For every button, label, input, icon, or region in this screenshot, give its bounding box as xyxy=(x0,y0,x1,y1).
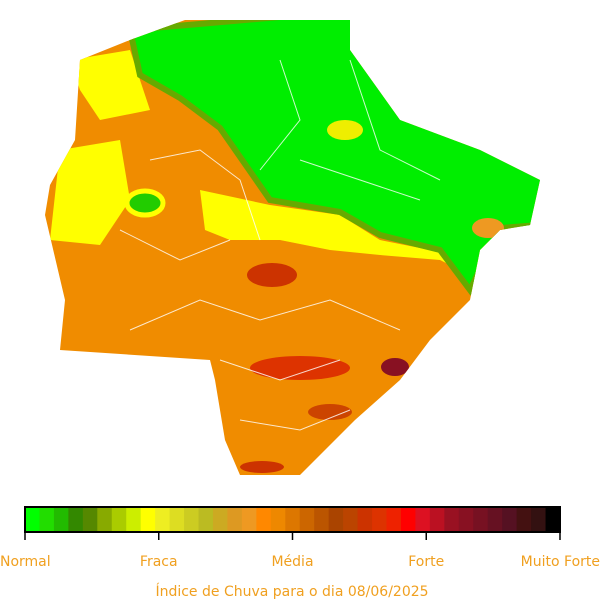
colorbar-label: Forte xyxy=(408,554,444,570)
colorbar-swatch xyxy=(531,507,547,532)
municipal-borders xyxy=(119,59,441,431)
colorbar-swatch xyxy=(212,507,228,532)
colorbar-swatch xyxy=(343,507,359,532)
colorbar-swatch xyxy=(184,507,200,532)
red-spot xyxy=(240,461,284,473)
colorbar-swatch xyxy=(198,507,214,532)
colorbar-swatch xyxy=(68,507,84,532)
colorbar-label: Média xyxy=(271,554,313,570)
colorbar-label: Fraca xyxy=(140,554,178,570)
colorbar-swatch xyxy=(458,507,474,532)
yellow-spot xyxy=(327,120,363,140)
colorbar-swatch xyxy=(372,507,387,532)
colorbar-swatch xyxy=(25,507,40,532)
red-spot xyxy=(250,356,350,380)
colorbar-swatch xyxy=(53,507,69,532)
colorbar xyxy=(25,507,561,532)
colorbar-swatch xyxy=(502,507,518,532)
colorbar-swatch xyxy=(487,507,503,532)
colorbar-swatch xyxy=(111,507,127,532)
colorbar-swatch xyxy=(545,507,561,532)
colorbar-swatch xyxy=(155,507,171,532)
colorbar-label: Muito Forte xyxy=(521,554,600,570)
colorbar-swatch xyxy=(473,507,489,532)
colorbar-swatch xyxy=(97,507,113,532)
map xyxy=(45,20,540,475)
caption: Índice de Chuva para o dia 08/06/2025 xyxy=(155,583,428,600)
colorbar-swatch xyxy=(169,507,185,532)
yellow-zone xyxy=(200,190,500,280)
colorbar-swatch xyxy=(328,507,344,532)
red-spot xyxy=(247,263,297,287)
orange-spot xyxy=(472,218,504,238)
colorbar-swatch xyxy=(444,507,460,532)
colorbar-swatch xyxy=(357,507,373,532)
colorbar-swatch xyxy=(415,507,431,532)
green-spot xyxy=(124,188,166,218)
colorbar-swatch xyxy=(39,507,55,532)
colorbar-swatch xyxy=(227,507,243,532)
colorbar-swatch xyxy=(140,507,156,532)
colorbar-swatch xyxy=(256,507,272,532)
red-spot xyxy=(308,404,352,420)
colorbar-swatch xyxy=(241,507,257,532)
yellow-zone xyxy=(50,140,130,245)
colorbar-label: Normal xyxy=(0,554,51,570)
colorbar-swatch xyxy=(314,507,330,532)
dark-spot xyxy=(381,358,409,376)
colorbar-swatch xyxy=(299,507,315,532)
colorbar-swatch xyxy=(516,507,532,532)
colorbar-swatch xyxy=(400,507,416,532)
colorbar-swatch xyxy=(82,507,98,532)
colorbar-swatch xyxy=(126,507,142,532)
colorbar-swatch xyxy=(429,507,445,532)
green-zone xyxy=(126,20,540,296)
colorbar-swatch xyxy=(285,507,301,532)
colorbar-labels: Normal Fraca Média Forte Muito Forte xyxy=(0,532,600,570)
colorbar-swatch xyxy=(386,507,402,532)
colorbar-swatch xyxy=(270,507,286,532)
yellow-zone xyxy=(70,50,150,120)
